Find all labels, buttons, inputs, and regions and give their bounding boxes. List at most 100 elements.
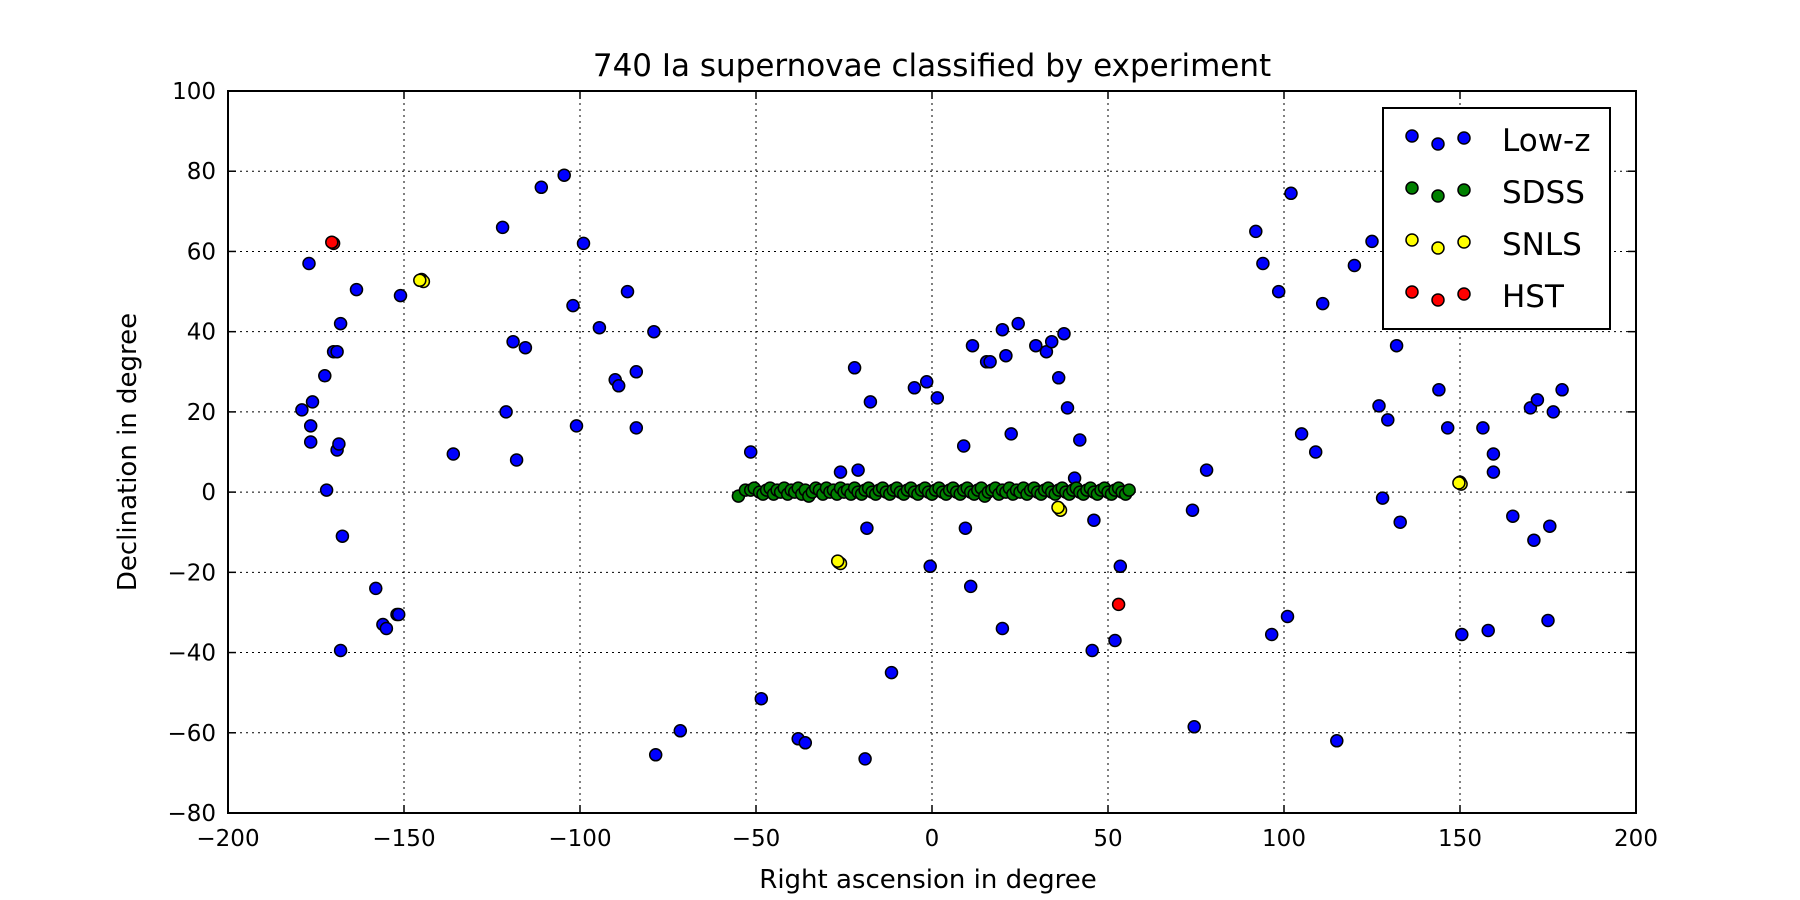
low-z-point xyxy=(1308,445,1323,459)
snls-point xyxy=(1452,476,1466,490)
low-z-point xyxy=(1187,720,1201,734)
low-z-point xyxy=(495,220,510,235)
low-z-point xyxy=(330,344,344,359)
low-z-point xyxy=(557,168,571,182)
low-z-point xyxy=(858,752,872,766)
low-z-point xyxy=(907,381,922,395)
sdss-point xyxy=(1122,483,1136,497)
series-sdss xyxy=(731,481,1136,503)
chart-title: 740 Ia supernovae classified by experime… xyxy=(593,48,1271,84)
legend-marker-hst xyxy=(1405,285,1419,299)
x-tick-label: −50 xyxy=(732,826,781,852)
legend-marker-low-z xyxy=(1405,129,1419,143)
snls-point xyxy=(1051,500,1065,515)
low-z-point xyxy=(1044,334,1059,349)
series-low-z xyxy=(295,168,1569,766)
y-tick-label: 100 xyxy=(172,79,216,105)
low-z-point xyxy=(1372,399,1386,413)
low-z-point xyxy=(592,320,607,335)
low-z-point xyxy=(1264,627,1279,642)
low-z-point xyxy=(1481,623,1495,638)
low-z-point xyxy=(1365,234,1379,249)
y-tick-label: 0 xyxy=(201,480,216,506)
snls-point xyxy=(413,273,427,288)
low-z-point xyxy=(566,298,580,313)
low-z-point xyxy=(1113,559,1128,574)
snls-point xyxy=(830,554,845,568)
low-z-point xyxy=(930,391,945,405)
y-tick-label: −40 xyxy=(167,641,216,667)
low-z-point xyxy=(1029,338,1043,353)
low-z-point xyxy=(1315,296,1330,311)
low-z-point xyxy=(956,439,971,453)
low-z-point xyxy=(518,340,533,355)
legend-marker-sdss xyxy=(1431,189,1445,203)
low-z-point xyxy=(506,334,520,349)
low-z-point xyxy=(1284,186,1298,201)
low-z-point xyxy=(1271,284,1286,299)
low-z-point xyxy=(798,736,813,750)
low-z-point xyxy=(673,724,688,738)
low-z-point xyxy=(1393,515,1407,529)
low-z-point xyxy=(1004,427,1018,441)
legend-item-hst: HST xyxy=(1405,279,1565,315)
legend-label-hst: HST xyxy=(1502,279,1565,315)
low-z-point xyxy=(1440,421,1455,435)
low-z-point xyxy=(1185,503,1200,517)
low-z-point xyxy=(576,236,591,251)
low-z-point xyxy=(1541,613,1555,628)
low-z-point xyxy=(1486,465,1501,479)
legend-item-sdss: SDSS xyxy=(1405,175,1585,211)
y-axis-label: Declination in degree xyxy=(113,313,143,591)
low-z-point xyxy=(965,338,980,353)
low-z-point xyxy=(983,355,997,369)
y-tick-label: 20 xyxy=(187,400,216,426)
legend-marker-low-z xyxy=(1457,131,1471,145)
low-z-point xyxy=(1527,533,1541,547)
low-z-point xyxy=(1294,427,1309,441)
legend-marker-sdss xyxy=(1405,181,1419,195)
low-z-point xyxy=(1249,224,1263,239)
low-z-point xyxy=(995,621,1010,636)
x-tick-label: 100 xyxy=(1262,826,1306,852)
low-z-point xyxy=(1011,316,1025,331)
low-z-point xyxy=(1256,256,1270,271)
low-z-point xyxy=(369,581,383,596)
low-z-point xyxy=(860,521,874,535)
low-z-point xyxy=(1476,421,1490,435)
low-z-point xyxy=(1486,447,1501,461)
hst-point xyxy=(325,235,339,249)
low-z-point xyxy=(919,375,934,389)
legend-label-snls: SNLS xyxy=(1502,227,1582,263)
low-z-point xyxy=(1546,405,1561,419)
low-z-point xyxy=(303,419,318,433)
low-z-point xyxy=(754,691,769,706)
legend-marker-low-z xyxy=(1431,137,1445,151)
x-tick-label: 0 xyxy=(925,826,940,852)
hst-point xyxy=(1111,597,1126,612)
y-tick-label: 40 xyxy=(187,320,216,346)
x-tick-label: −200 xyxy=(196,826,259,852)
y-tick-labels: −80 −60 −40 −20 0 20 40 60 80 100 xyxy=(167,79,216,827)
low-z-point xyxy=(1347,258,1362,273)
y-tick-label: 60 xyxy=(187,239,216,265)
low-z-point xyxy=(958,521,973,535)
low-z-point xyxy=(611,379,626,393)
axis-ticks xyxy=(227,90,1637,814)
low-z-point xyxy=(923,559,937,574)
low-z-point xyxy=(303,435,318,449)
x-tick-label: 200 xyxy=(1614,826,1658,852)
low-z-point xyxy=(1199,463,1214,477)
low-z-point xyxy=(499,405,513,419)
low-z-point xyxy=(629,365,644,379)
y-tick-label: −80 xyxy=(167,801,216,827)
low-z-point xyxy=(863,395,878,409)
low-z-point xyxy=(534,180,549,195)
low-z-point xyxy=(620,284,635,299)
data-points xyxy=(295,168,1569,766)
low-z-point xyxy=(1381,413,1395,427)
low-z-point xyxy=(1330,734,1344,748)
low-z-point xyxy=(319,483,334,497)
low-z-point xyxy=(648,748,663,762)
